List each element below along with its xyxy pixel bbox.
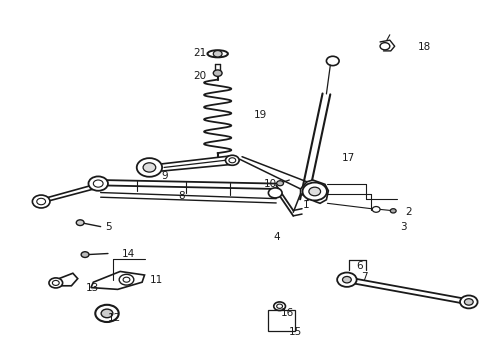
Text: 12: 12 (108, 313, 121, 323)
Circle shape (308, 187, 320, 196)
Text: 13: 13 (86, 283, 99, 293)
Circle shape (273, 302, 285, 311)
Ellipse shape (207, 50, 227, 57)
Circle shape (137, 158, 162, 177)
Circle shape (276, 181, 283, 186)
Text: 1: 1 (303, 200, 309, 210)
Text: 21: 21 (193, 48, 206, 58)
Text: 8: 8 (178, 191, 185, 201)
Polygon shape (53, 273, 78, 286)
Circle shape (81, 252, 89, 257)
Circle shape (76, 220, 84, 226)
Text: 9: 9 (161, 171, 168, 181)
Text: 15: 15 (288, 327, 301, 337)
Text: 16: 16 (281, 308, 294, 318)
Text: 18: 18 (417, 42, 430, 52)
Bar (267, 310, 294, 330)
Text: 20: 20 (193, 71, 206, 81)
Circle shape (336, 273, 356, 287)
Text: 3: 3 (400, 222, 407, 231)
Circle shape (88, 176, 108, 191)
Text: 7: 7 (361, 272, 367, 282)
Polygon shape (91, 271, 144, 289)
Text: 17: 17 (341, 153, 355, 163)
Circle shape (95, 305, 119, 322)
Polygon shape (300, 180, 328, 203)
Text: 19: 19 (254, 111, 267, 121)
Text: 14: 14 (122, 248, 135, 258)
Circle shape (371, 207, 379, 212)
Circle shape (49, 278, 62, 288)
Text: 10: 10 (264, 179, 277, 189)
Text: 4: 4 (273, 232, 280, 242)
Circle shape (101, 309, 113, 318)
Circle shape (464, 299, 472, 305)
Circle shape (119, 274, 134, 285)
Circle shape (389, 209, 395, 213)
Text: 2: 2 (405, 207, 411, 217)
Text: 5: 5 (105, 222, 112, 231)
Circle shape (302, 183, 326, 201)
Text: 11: 11 (149, 275, 163, 285)
Circle shape (268, 188, 282, 198)
Circle shape (342, 276, 350, 283)
Circle shape (143, 163, 156, 172)
Circle shape (225, 155, 239, 165)
Circle shape (213, 70, 222, 76)
Circle shape (459, 296, 477, 309)
Circle shape (213, 50, 222, 57)
Circle shape (32, 195, 50, 208)
Text: 6: 6 (356, 261, 363, 271)
